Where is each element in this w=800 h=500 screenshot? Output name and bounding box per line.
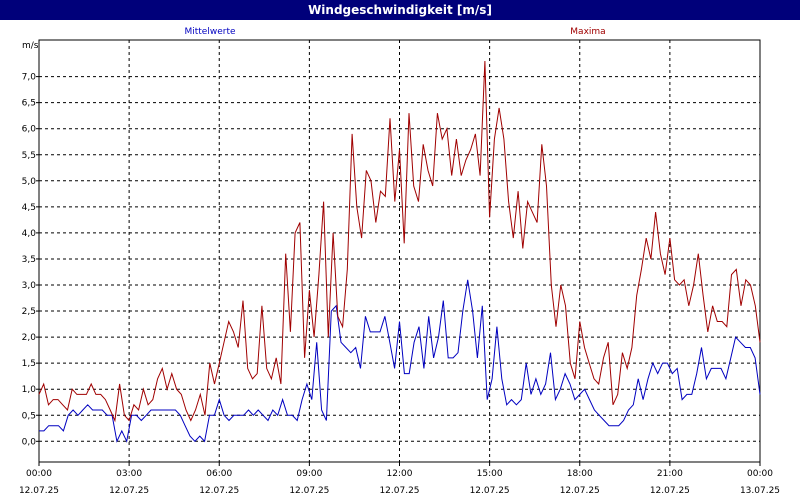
- x-tick-label-time: 12:00: [387, 469, 413, 479]
- x-tick-label-time: 15:00: [477, 469, 503, 479]
- x-tick-label-date: 12.07.25: [289, 486, 329, 496]
- y-tick-label: 0,5: [22, 411, 36, 421]
- x-tick-label-time: 00:00: [26, 469, 52, 479]
- legend: Mittelwerte Maxima: [184, 27, 605, 37]
- grid-lines: [39, 40, 760, 462]
- x-tick-label-time: 21:00: [657, 469, 683, 479]
- y-axis-unit-label: m/s: [22, 41, 39, 51]
- x-tick-label-date: 12.07.25: [470, 486, 510, 496]
- x-tick-label-time: 06:00: [206, 469, 232, 479]
- x-tick-label-date: 12.07.25: [379, 486, 419, 496]
- y-tick-label: 2,5: [22, 307, 36, 317]
- y-tick-label: 0,0: [22, 437, 37, 447]
- x-tick-label-date: 12.07.25: [650, 486, 690, 496]
- x-tick-label-date: 12.07.25: [109, 486, 149, 496]
- y-tick-label: 2,0: [22, 333, 37, 343]
- x-axis: 00:00 12.07.25 03:00 12.07.25 06:00 12.07.25 0…: [19, 462, 780, 496]
- chart-title: Windgeschwindigkeit [m/s]: [0, 0, 800, 20]
- y-tick-label: 1,5: [22, 359, 36, 369]
- x-tick-label-time: 09:00: [296, 469, 322, 479]
- y-tick-label: 1,0: [22, 385, 37, 395]
- y-tick-label: 4,5: [22, 203, 36, 213]
- x-tick-label-time: 03:00: [116, 469, 142, 479]
- x-tick-label-date: 12.07.25: [19, 486, 59, 496]
- legend-label-maxima: Maxima: [570, 27, 605, 37]
- legend-label-mittelwerte: Mittelwerte: [184, 27, 235, 37]
- x-tick-label-time: 18:00: [567, 469, 593, 479]
- y-tick-label: 3,0: [22, 281, 37, 291]
- x-tick-label-time: 00:00: [747, 469, 773, 479]
- x-tick-label-date: 12.07.25: [199, 486, 239, 496]
- y-axis: 0,0 0,5 1,0 1,5 2,0 2,5 3,0 3,5 4,0 4,5 5,0 5,5 6,0 6…: [22, 73, 39, 447]
- y-tick-label: 5,5: [22, 151, 36, 161]
- y-tick-label: 6,0: [22, 125, 37, 135]
- y-tick-label: 6,5: [22, 99, 36, 109]
- y-tick-label: 5,0: [22, 177, 37, 187]
- y-tick-label: 7,0: [22, 73, 37, 83]
- series-lines: [38, 60, 761, 443]
- y-tick-label: 3,5: [22, 255, 36, 265]
- series-line-maxima: [38, 60, 761, 423]
- series-line-mittelwerte: [39, 279, 761, 443]
- y-tick-label: 4,0: [22, 229, 37, 239]
- x-tick-label-date: 12.07.25: [560, 486, 600, 496]
- x-tick-label-date: 13.07.25: [740, 486, 780, 496]
